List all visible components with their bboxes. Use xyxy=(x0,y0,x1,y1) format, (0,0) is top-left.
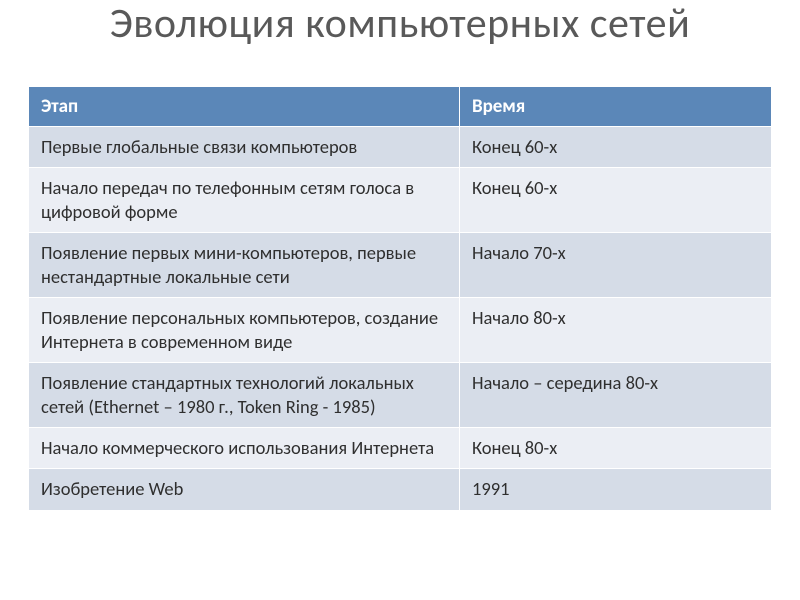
table-header-row: Этап Время xyxy=(29,87,772,127)
table-row: Начало коммерческого использования Интер… xyxy=(29,428,772,469)
cell-stage: Появление персональных компьютеров, созд… xyxy=(29,298,460,363)
cell-stage: Появление первых мини-компьютеров, первы… xyxy=(29,233,460,298)
table-row: Появление стандартных технологий локальн… xyxy=(29,363,772,428)
col-header-stage: Этап xyxy=(29,87,460,127)
cell-time: Начало – середина 80-х xyxy=(459,363,771,428)
cell-stage: Появление стандартных технологий локальн… xyxy=(29,363,460,428)
cell-stage: Начало передач по телефонным сетям голос… xyxy=(29,168,460,233)
evolution-table: Этап Время Первые глобальные связи компь… xyxy=(28,86,772,511)
cell-time: Конец 60-х xyxy=(459,127,771,168)
col-header-time: Время xyxy=(459,87,771,127)
table-row: Появление персональных компьютеров, созд… xyxy=(29,298,772,363)
cell-time: Начало 80-х xyxy=(459,298,771,363)
table-row: Начало передач по телефонным сетям голос… xyxy=(29,168,772,233)
cell-time: Конец 80-х xyxy=(459,428,771,469)
page-title: Эволюция компьютерных сетей xyxy=(0,0,800,46)
cell-time: Начало 70-х xyxy=(459,233,771,298)
cell-stage: Изобретение Web xyxy=(29,469,460,510)
cell-stage: Начало коммерческого использования Интер… xyxy=(29,428,460,469)
slide: Эволюция компьютерных сетей Этап Время П… xyxy=(0,0,800,600)
table-row: Появление первых мини-компьютеров, первы… xyxy=(29,233,772,298)
evolution-table-container: Этап Время Первые глобальные связи компь… xyxy=(28,86,772,511)
table-row: Первые глобальные связи компьютеров Коне… xyxy=(29,127,772,168)
table-row: Изобретение Web 1991 xyxy=(29,469,772,510)
cell-time: 1991 xyxy=(459,469,771,510)
cell-stage: Первые глобальные связи компьютеров xyxy=(29,127,460,168)
cell-time: Конец 60-х xyxy=(459,168,771,233)
